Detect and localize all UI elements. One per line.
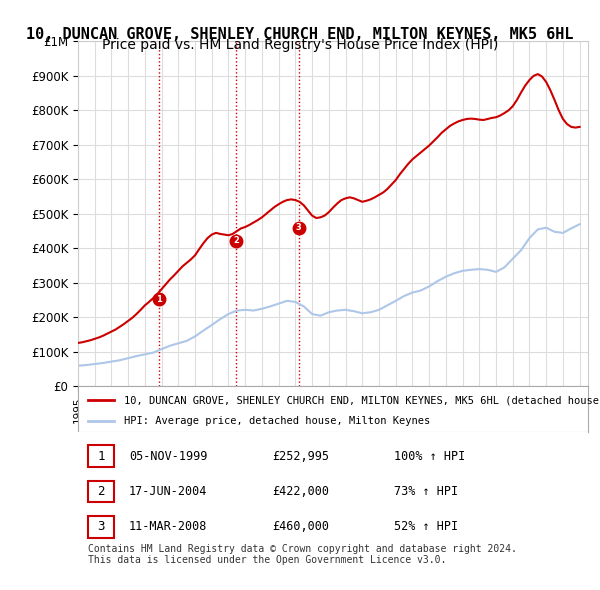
Text: Price paid vs. HM Land Registry's House Price Index (HPI): Price paid vs. HM Land Registry's House …: [102, 38, 498, 53]
FancyBboxPatch shape: [88, 516, 114, 537]
Text: £422,000: £422,000: [272, 485, 329, 498]
Text: 3: 3: [296, 223, 301, 232]
Text: 10, DUNCAN GROVE, SHENLEY CHURCH END, MILTON KEYNES, MK5 6HL (detached house: 10, DUNCAN GROVE, SHENLEY CHURCH END, MI…: [124, 395, 599, 405]
Text: 2: 2: [97, 485, 105, 498]
Text: 3: 3: [97, 520, 105, 533]
Text: 10, DUNCAN GROVE, SHENLEY CHURCH END, MILTON KEYNES, MK5 6HL: 10, DUNCAN GROVE, SHENLEY CHURCH END, MI…: [26, 27, 574, 41]
Text: Contains HM Land Registry data © Crown copyright and database right 2024.
This d: Contains HM Land Registry data © Crown c…: [88, 543, 517, 565]
FancyBboxPatch shape: [88, 445, 114, 467]
Text: 1: 1: [97, 450, 105, 463]
FancyBboxPatch shape: [88, 481, 114, 502]
Text: £252,995: £252,995: [272, 450, 329, 463]
Text: 1: 1: [156, 294, 162, 304]
Text: 11-MAR-2008: 11-MAR-2008: [129, 520, 208, 533]
Text: 05-NOV-1999: 05-NOV-1999: [129, 450, 208, 463]
Text: 52% ↑ HPI: 52% ↑ HPI: [394, 520, 458, 533]
Text: £460,000: £460,000: [272, 520, 329, 533]
Text: HPI: Average price, detached house, Milton Keynes: HPI: Average price, detached house, Milt…: [124, 416, 430, 426]
Text: 17-JUN-2004: 17-JUN-2004: [129, 485, 208, 498]
Text: 73% ↑ HPI: 73% ↑ HPI: [394, 485, 458, 498]
Text: 2: 2: [233, 237, 239, 245]
Text: 100% ↑ HPI: 100% ↑ HPI: [394, 450, 466, 463]
